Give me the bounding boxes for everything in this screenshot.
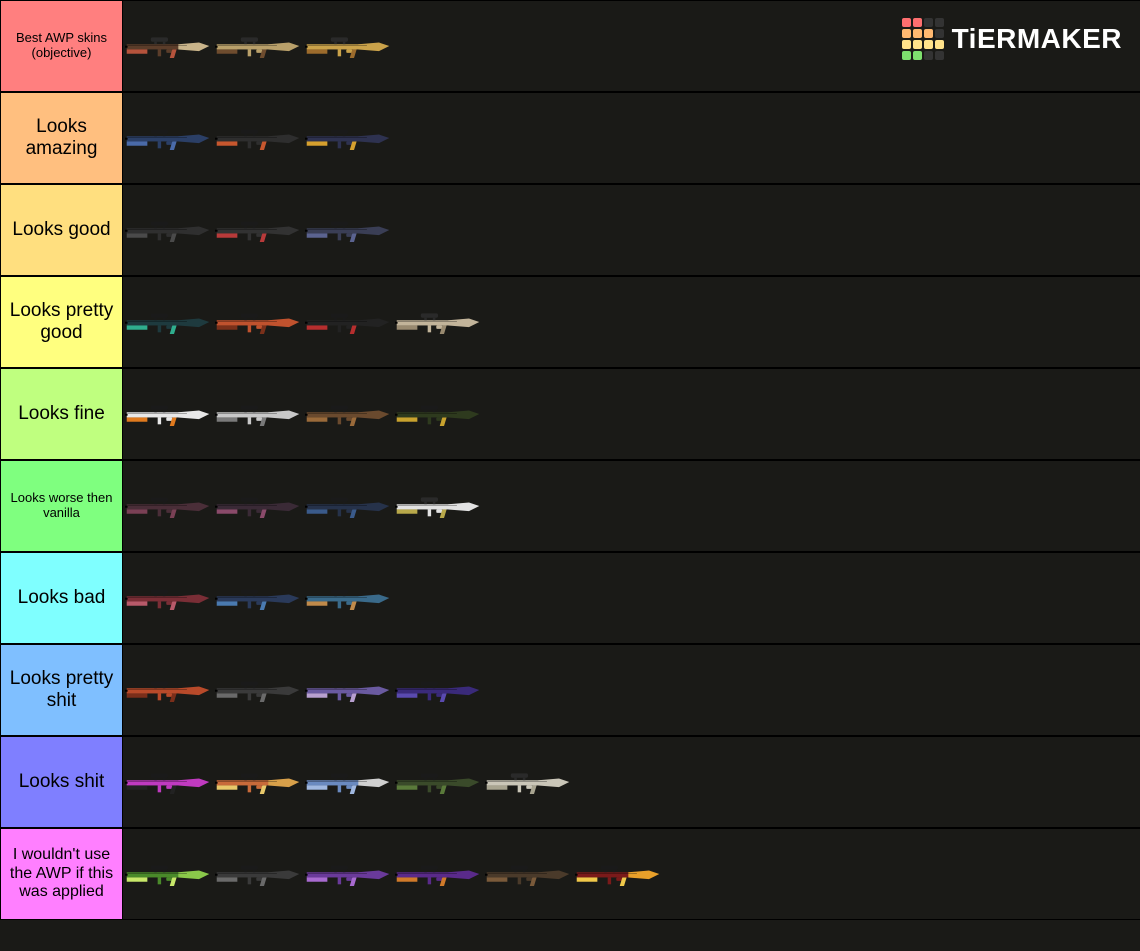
- tier-label[interactable]: Looks pretty shit: [0, 645, 123, 735]
- tier-item[interactable]: [213, 564, 303, 632]
- tier-item[interactable]: [393, 840, 483, 908]
- tier-item[interactable]: [123, 380, 213, 448]
- tier-item[interactable]: [123, 104, 213, 172]
- tier-item[interactable]: [303, 380, 393, 448]
- tiermaker-logo-grid: [902, 18, 944, 60]
- tier-item[interactable]: [303, 196, 393, 264]
- tier-label[interactable]: Best AWP skins (objective): [0, 1, 123, 91]
- tier-item[interactable]: [213, 12, 303, 80]
- tier-item[interactable]: [123, 656, 213, 724]
- tier-item[interactable]: [303, 12, 393, 80]
- tier-item[interactable]: [303, 564, 393, 632]
- tiermaker-logo-text: TiERMAKER: [952, 23, 1122, 55]
- tier-row: Looks pretty shit: [0, 644, 1140, 736]
- tier-item[interactable]: [393, 380, 483, 448]
- tier-label[interactable]: Looks pretty good: [0, 277, 123, 367]
- tier-items: [123, 185, 1140, 275]
- tier-item[interactable]: [303, 656, 393, 724]
- tiermaker-logo: TiERMAKER: [902, 18, 1122, 60]
- tier-items: [123, 369, 1140, 459]
- tier-items: [123, 737, 1140, 827]
- tier-row: Looks amazing: [0, 92, 1140, 184]
- tier-item[interactable]: [123, 196, 213, 264]
- tier-row: Looks good: [0, 184, 1140, 276]
- tier-item[interactable]: [123, 12, 213, 80]
- tier-list: TiERMAKER Best AWP skins (objective): [0, 0, 1140, 920]
- tier-row: Looks fine: [0, 368, 1140, 460]
- tier-item[interactable]: [483, 748, 573, 816]
- tier-row: Looks worse then vanilla: [0, 460, 1140, 552]
- tier-items: [123, 461, 1140, 551]
- tier-item[interactable]: [213, 104, 303, 172]
- tier-item[interactable]: [123, 472, 213, 540]
- tier-item[interactable]: [213, 472, 303, 540]
- tier-label[interactable]: Looks worse then vanilla: [0, 461, 123, 551]
- tier-items: [123, 553, 1140, 643]
- tier-item[interactable]: [123, 840, 213, 908]
- tier-label[interactable]: Looks good: [0, 185, 123, 275]
- tier-item[interactable]: [303, 288, 393, 356]
- tier-row: Looks bad: [0, 552, 1140, 644]
- tier-item[interactable]: [303, 472, 393, 540]
- tier-item[interactable]: [123, 748, 213, 816]
- tier-item[interactable]: [123, 288, 213, 356]
- tier-item[interactable]: [123, 564, 213, 632]
- tier-label[interactable]: I wouldn't use the AWP if this was appli…: [0, 829, 123, 919]
- tier-item[interactable]: [213, 748, 303, 816]
- tier-row: Looks shit: [0, 736, 1140, 828]
- tier-item[interactable]: [483, 840, 573, 908]
- tier-items: [123, 645, 1140, 735]
- tier-item[interactable]: [213, 840, 303, 908]
- tier-item[interactable]: [303, 840, 393, 908]
- tier-item[interactable]: [393, 472, 483, 540]
- tier-items: [123, 829, 1140, 919]
- tier-item[interactable]: [213, 196, 303, 264]
- tier-item[interactable]: [303, 104, 393, 172]
- tier-row: I wouldn't use the AWP if this was appli…: [0, 828, 1140, 920]
- tier-items: [123, 277, 1140, 367]
- tier-label[interactable]: Looks fine: [0, 369, 123, 459]
- tier-item[interactable]: [303, 748, 393, 816]
- tier-item[interactable]: [393, 748, 483, 816]
- tier-item[interactable]: [393, 656, 483, 724]
- tier-item[interactable]: [213, 380, 303, 448]
- tier-row: Looks pretty good: [0, 276, 1140, 368]
- tier-item[interactable]: [393, 288, 483, 356]
- tier-label[interactable]: Looks shit: [0, 737, 123, 827]
- tier-item[interactable]: [213, 656, 303, 724]
- tier-items: [123, 93, 1140, 183]
- tier-item[interactable]: [573, 840, 663, 908]
- tier-label[interactable]: Looks bad: [0, 553, 123, 643]
- tier-label[interactable]: Looks amazing: [0, 93, 123, 183]
- tier-item[interactable]: [213, 288, 303, 356]
